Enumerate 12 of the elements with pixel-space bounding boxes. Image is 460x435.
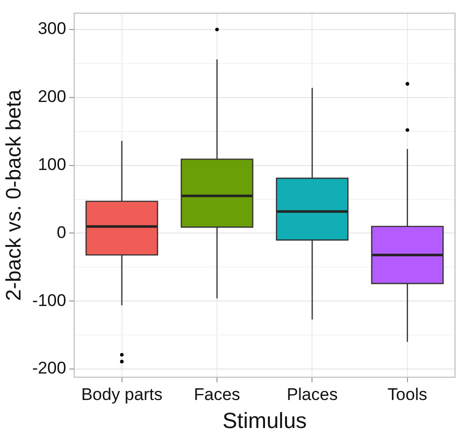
y-axis-title: 2-back vs. 0-back beta — [2, 89, 26, 301]
y-tick-label: 200 — [38, 87, 66, 106]
x-tick-label: Tools — [388, 385, 428, 404]
x-axis-title: Stimulus — [222, 408, 307, 433]
y-tick-label: -200 — [32, 358, 66, 378]
y-tick-label: 300 — [38, 19, 66, 38]
x-tick-label: Places — [286, 385, 338, 404]
y-tick-label: 100 — [38, 155, 66, 174]
y-tick-label: 0 — [56, 222, 66, 242]
x-tick-label: Faces — [194, 385, 240, 404]
x-tick-label: Body parts — [81, 385, 162, 404]
y-tick-label: -100 — [32, 290, 66, 310]
